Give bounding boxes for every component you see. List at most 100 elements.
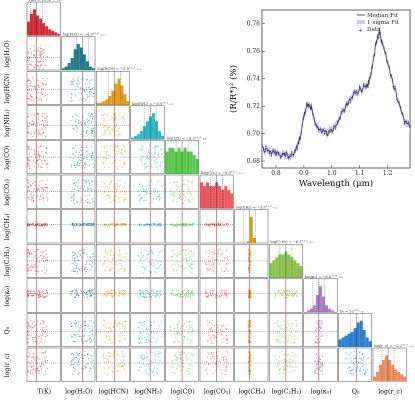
sample-point bbox=[273, 365, 275, 367]
sample-point bbox=[109, 162, 111, 164]
sample-point bbox=[91, 114, 93, 116]
sample-point bbox=[173, 254, 175, 256]
hist-panel-3: log(NH₃) = −5.9⁺¹·¹₋₃.₃ bbox=[130, 102, 175, 140]
sample-point bbox=[75, 150, 77, 152]
sample-point bbox=[35, 250, 37, 252]
sample-point bbox=[27, 356, 29, 358]
hist-bar bbox=[212, 186, 216, 209]
sample-point bbox=[77, 185, 79, 187]
sample-point bbox=[220, 356, 222, 358]
sample-point bbox=[321, 322, 324, 324]
sample-point bbox=[220, 294, 222, 297]
sample-point bbox=[47, 360, 49, 362]
sample-point bbox=[43, 327, 45, 329]
sample-point bbox=[110, 361, 112, 363]
sample-point bbox=[31, 99, 33, 101]
hist-bar bbox=[341, 337, 345, 347]
sample-point bbox=[103, 319, 105, 321]
inset-ticks: 0.8 0.9 1.0 1.1 1.20.680.700.720.740.760.78 bbox=[247, 21, 393, 177]
sample-point bbox=[151, 223, 153, 225]
sample-point bbox=[190, 292, 193, 294]
sample-point bbox=[225, 358, 227, 360]
sample-point bbox=[115, 249, 117, 251]
sample-point bbox=[321, 356, 323, 358]
hist-bar bbox=[171, 147, 175, 174]
sample-point bbox=[148, 251, 150, 253]
sample-point bbox=[27, 60, 29, 62]
sample-point bbox=[321, 364, 323, 366]
sample-point bbox=[32, 290, 34, 292]
sample-point bbox=[115, 165, 117, 167]
sample-point bbox=[73, 197, 75, 199]
sample-point bbox=[109, 291, 111, 294]
sample-point bbox=[111, 296, 113, 298]
sample-point bbox=[283, 361, 285, 363]
sample-point bbox=[221, 373, 223, 375]
sample-point bbox=[90, 156, 92, 158]
sample-point bbox=[147, 147, 149, 149]
sample-point bbox=[46, 116, 48, 118]
sample-point bbox=[174, 354, 176, 356]
sample-point bbox=[141, 187, 143, 189]
sample-point bbox=[71, 148, 73, 150]
sample-point bbox=[148, 364, 150, 366]
sample-point bbox=[316, 339, 318, 341]
sample-point bbox=[38, 146, 40, 148]
sample-point bbox=[160, 329, 162, 331]
sample-point bbox=[287, 354, 289, 356]
sample-point bbox=[39, 55, 42, 57]
sample-point bbox=[45, 225, 47, 227]
sample-point bbox=[314, 351, 316, 353]
sample-point bbox=[293, 355, 295, 357]
sample-point bbox=[296, 295, 298, 297]
sample-point bbox=[142, 337, 144, 339]
sample-point bbox=[222, 369, 224, 372]
hist-bar bbox=[382, 360, 386, 382]
sample-point bbox=[139, 223, 141, 225]
sample-point bbox=[158, 251, 161, 253]
sample-point bbox=[105, 251, 107, 253]
sample-point bbox=[44, 136, 47, 138]
sample-point bbox=[30, 365, 32, 367]
sample-point bbox=[105, 196, 107, 198]
sample-point bbox=[109, 355, 111, 358]
sample-point bbox=[27, 191, 29, 193]
sample-point bbox=[88, 328, 90, 330]
sample-point bbox=[153, 147, 155, 149]
sample-point bbox=[30, 51, 32, 53]
sample-point bbox=[119, 224, 121, 226]
sample-point bbox=[112, 258, 114, 260]
sample-point bbox=[27, 252, 29, 254]
sample-point bbox=[222, 357, 224, 359]
sample-point bbox=[74, 93, 76, 95]
sample-point bbox=[115, 201, 117, 203]
sample-point bbox=[147, 290, 149, 292]
sample-point bbox=[314, 332, 316, 335]
sample-point bbox=[115, 195, 117, 197]
sample-point bbox=[71, 353, 73, 355]
sample-point bbox=[40, 187, 42, 189]
sample-point bbox=[292, 366, 294, 368]
sample-point bbox=[145, 192, 147, 194]
scatter-panel-6-3 bbox=[130, 209, 165, 244]
sample-point bbox=[225, 337, 227, 339]
scatter-panel-5-4 bbox=[165, 174, 199, 209]
sample-point bbox=[86, 353, 88, 355]
sample-point bbox=[110, 223, 112, 225]
sample-point bbox=[70, 120, 72, 122]
sample-point bbox=[27, 196, 29, 198]
sample-point bbox=[157, 267, 159, 269]
sample-point bbox=[211, 293, 213, 295]
sample-point bbox=[174, 333, 176, 335]
scatter-panel-4-0 bbox=[26, 140, 61, 174]
sample-point bbox=[156, 353, 158, 355]
sample-point bbox=[73, 262, 75, 264]
sample-point bbox=[141, 161, 143, 163]
sample-point bbox=[43, 113, 45, 115]
sample-point bbox=[183, 337, 185, 339]
sample-point bbox=[211, 295, 213, 297]
sample-point bbox=[34, 256, 36, 258]
sample-point bbox=[32, 295, 35, 297]
sample-point bbox=[193, 253, 195, 255]
sample-point bbox=[46, 223, 48, 225]
